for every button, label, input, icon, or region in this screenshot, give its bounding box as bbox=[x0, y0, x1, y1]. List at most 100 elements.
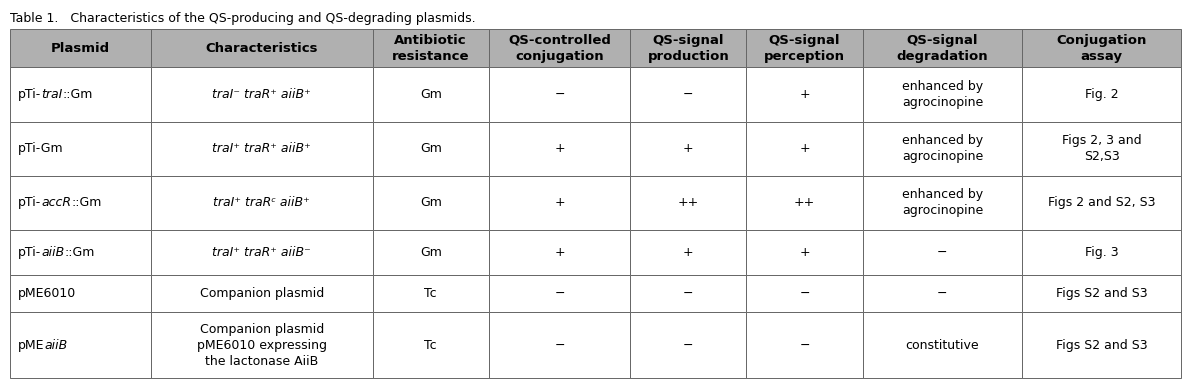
Bar bbox=[862, 230, 1022, 275]
Text: accR: accR bbox=[42, 196, 71, 209]
Text: pTi-Gm: pTi-Gm bbox=[18, 142, 63, 155]
Text: traI⁺ traR⁺ aiiB⁺: traI⁺ traR⁺ aiiB⁺ bbox=[212, 142, 311, 155]
Bar bbox=[630, 176, 747, 230]
Text: +: + bbox=[554, 142, 565, 155]
Text: −: − bbox=[684, 88, 693, 101]
Text: enhanced by
agrocinopine: enhanced by agrocinopine bbox=[902, 134, 983, 163]
Text: pTi-: pTi- bbox=[18, 246, 42, 259]
Bar bbox=[373, 29, 488, 68]
Text: Conjugation
assay: Conjugation assay bbox=[1056, 34, 1147, 63]
Text: QS-controlled
conjugation: QS-controlled conjugation bbox=[509, 34, 611, 63]
Bar bbox=[747, 230, 862, 275]
Text: pME6010: pME6010 bbox=[18, 287, 76, 300]
Text: Gm: Gm bbox=[419, 196, 442, 209]
Text: aiiB: aiiB bbox=[42, 246, 64, 259]
Text: pTi-: pTi- bbox=[18, 88, 42, 101]
Bar bbox=[862, 176, 1022, 230]
Bar bbox=[630, 312, 747, 378]
Text: −: − bbox=[799, 287, 810, 300]
Bar bbox=[10, 312, 151, 378]
Text: Antibiotic
resistance: Antibiotic resistance bbox=[392, 34, 469, 63]
Text: Tc: Tc bbox=[424, 339, 437, 352]
Text: Tc: Tc bbox=[424, 287, 437, 300]
Bar bbox=[488, 29, 630, 68]
Text: Table 1.   Characteristics of the QS-producing and QS-degrading plasmids.: Table 1. Characteristics of the QS-produ… bbox=[10, 12, 475, 25]
Text: +: + bbox=[684, 246, 693, 259]
Text: Figs 2 and S2, S3: Figs 2 and S2, S3 bbox=[1048, 196, 1155, 209]
Text: +: + bbox=[554, 196, 565, 209]
Text: Gm: Gm bbox=[419, 142, 442, 155]
Bar bbox=[630, 230, 747, 275]
Bar bbox=[373, 68, 488, 122]
Text: constitutive: constitutive bbox=[905, 339, 979, 352]
Text: Figs S2 and S3: Figs S2 and S3 bbox=[1056, 339, 1148, 352]
Bar bbox=[1022, 29, 1181, 68]
Bar bbox=[151, 29, 373, 68]
Bar bbox=[488, 230, 630, 275]
Text: pTi-: pTi- bbox=[18, 196, 42, 209]
Bar bbox=[488, 122, 630, 176]
Text: Gm: Gm bbox=[419, 246, 442, 259]
Text: Companion plasmid: Companion plasmid bbox=[200, 287, 324, 300]
Bar bbox=[373, 176, 488, 230]
Bar bbox=[151, 68, 373, 122]
Bar bbox=[373, 230, 488, 275]
Bar bbox=[862, 68, 1022, 122]
Text: QS-signal
degradation: QS-signal degradation bbox=[897, 34, 989, 63]
Bar bbox=[630, 68, 747, 122]
Text: traI⁺ traRᶜ aiiB⁺: traI⁺ traRᶜ aiiB⁺ bbox=[213, 196, 310, 209]
Text: ::Gm: ::Gm bbox=[71, 196, 101, 209]
Bar bbox=[151, 122, 373, 176]
Text: +: + bbox=[799, 88, 810, 101]
Bar bbox=[862, 312, 1022, 378]
Text: ++: ++ bbox=[678, 196, 699, 209]
Bar bbox=[488, 176, 630, 230]
Text: −: − bbox=[937, 246, 948, 259]
Bar bbox=[630, 275, 747, 312]
Bar bbox=[747, 29, 862, 68]
Bar bbox=[862, 29, 1022, 68]
Text: −: − bbox=[554, 287, 565, 300]
Bar bbox=[10, 122, 151, 176]
Text: Gm: Gm bbox=[419, 88, 442, 101]
Bar bbox=[1022, 176, 1181, 230]
Text: Fig. 2: Fig. 2 bbox=[1085, 88, 1118, 101]
Bar bbox=[373, 275, 488, 312]
Text: Plasmid: Plasmid bbox=[51, 42, 110, 55]
Text: traI: traI bbox=[42, 88, 63, 101]
Text: ::Gm: ::Gm bbox=[63, 88, 93, 101]
Text: Figs 2, 3 and
S2,S3: Figs 2, 3 and S2,S3 bbox=[1062, 134, 1142, 163]
Text: traI⁺ traR⁺ aiiB⁻: traI⁺ traR⁺ aiiB⁻ bbox=[212, 246, 311, 259]
Text: aiiB: aiiB bbox=[44, 339, 68, 352]
Bar bbox=[747, 68, 862, 122]
Text: Characteristics: Characteristics bbox=[206, 42, 318, 55]
Text: enhanced by
agrocinopine: enhanced by agrocinopine bbox=[902, 188, 983, 217]
Bar bbox=[151, 230, 373, 275]
Text: +: + bbox=[684, 142, 693, 155]
Text: Fig. 3: Fig. 3 bbox=[1085, 246, 1118, 259]
Bar bbox=[630, 29, 747, 68]
Bar bbox=[630, 122, 747, 176]
Bar bbox=[862, 275, 1022, 312]
Text: traI⁻ traR⁺ aiiB⁺: traI⁻ traR⁺ aiiB⁺ bbox=[212, 88, 311, 101]
Bar bbox=[488, 68, 630, 122]
Bar bbox=[747, 176, 862, 230]
Text: ::Gm: ::Gm bbox=[64, 246, 95, 259]
Bar bbox=[151, 176, 373, 230]
Bar bbox=[10, 176, 151, 230]
Text: QS-signal
production: QS-signal production bbox=[648, 34, 729, 63]
Bar bbox=[151, 312, 373, 378]
Bar bbox=[1022, 275, 1181, 312]
Text: +: + bbox=[554, 246, 565, 259]
Text: +: + bbox=[799, 142, 810, 155]
Text: ++: ++ bbox=[794, 196, 815, 209]
Bar bbox=[1022, 122, 1181, 176]
Bar bbox=[10, 29, 151, 68]
Text: −: − bbox=[937, 287, 948, 300]
Bar bbox=[10, 68, 151, 122]
Bar bbox=[1022, 230, 1181, 275]
Text: pME: pME bbox=[18, 339, 44, 352]
Text: −: − bbox=[554, 88, 565, 101]
Text: enhanced by
agrocinopine: enhanced by agrocinopine bbox=[902, 80, 983, 109]
Bar bbox=[488, 275, 630, 312]
